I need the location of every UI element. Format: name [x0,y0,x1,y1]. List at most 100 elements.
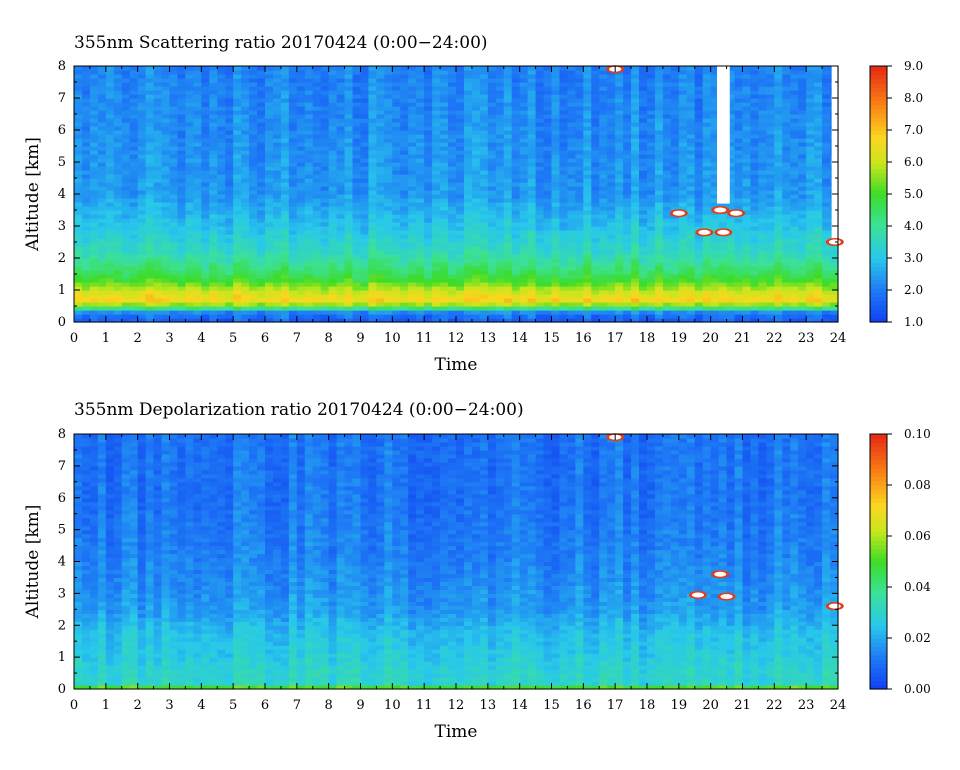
heatmap-cell [249,142,258,147]
heatmap-cell [416,186,425,191]
heatmap-cell [137,130,147,135]
heatmap-cell [623,94,632,99]
heatmap-cell [543,86,553,91]
heatmap-cell [137,182,147,187]
heatmap-cell [241,198,250,203]
heatmap-cell [288,198,298,203]
heatmap-cell [551,158,561,163]
heatmap-cell [113,178,123,183]
heatmap-cell [463,70,473,75]
heatmap-cell [495,310,505,315]
heatmap-cell [249,194,258,199]
heatmap-cell [623,74,632,79]
heatmap-cell [161,278,171,283]
heatmap-cell [288,194,298,199]
heatmap-cell [519,234,529,239]
heatmap-cell [145,138,155,143]
heatmap-cell [400,202,409,207]
heatmap-cell [280,154,290,159]
heatmap-cell [535,306,545,311]
heatmap-cell [225,78,234,83]
heatmap-cell [400,118,409,123]
heatmap-cell [241,134,250,139]
heatmap-cell [654,202,664,207]
heatmap-cell [233,266,242,271]
heatmap-cell [376,190,385,195]
heatmap-cell [448,170,457,175]
heatmap-cell [535,206,545,211]
heatmap-cell [352,178,362,183]
heatmap-cell [265,86,274,91]
heatmap-cell [662,74,672,79]
heatmap-cell [257,94,266,99]
heatmap-cell [647,70,656,75]
heatmap-cell [543,82,553,87]
heatmap-cell [432,130,441,135]
heatmap-cell [384,98,393,103]
heatmap-cell [400,262,409,267]
heatmap-cell [105,194,115,199]
heatmap-cell [662,214,672,219]
heatmap-cell [471,202,481,207]
heatmap-cell [440,90,449,95]
heatmap-cell [272,86,282,91]
heatmap-cell [615,106,624,111]
heatmap-cell [487,126,497,131]
heatmap-cell [304,114,314,119]
heatmap-cell [153,134,163,139]
heatmap-cell [185,98,194,103]
heatmap-cell [631,66,640,71]
heatmap-cell [74,206,83,211]
heatmap-cell [265,186,274,191]
heatmap-cell [352,286,362,291]
heatmap-cell [272,242,282,247]
heatmap-cell [376,114,385,119]
heatmap-cell [193,82,202,87]
heatmap-cell [670,114,680,119]
heatmap-cell [647,98,656,103]
heatmap-cell [105,98,115,103]
heatmap-cell [495,274,505,279]
heatmap-cell [344,290,354,295]
heatmap-cell [352,218,362,223]
heatmap-cell [320,294,330,299]
heatmap-cell [432,270,441,275]
heatmap-cell [599,114,608,119]
heatmap-cell [456,98,465,103]
heatmap-cell [416,146,425,151]
heatmap-cell [424,146,433,151]
heatmap-cell [280,202,290,207]
heatmap-cell [623,82,632,87]
heatmap-cell [328,270,338,275]
heatmap-cell [448,118,457,123]
heatmap-cell [129,282,139,287]
heatmap-cell [495,98,505,103]
heatmap-cell [145,102,155,107]
heatmap-cell [416,262,425,267]
heatmap-cell [113,242,123,247]
heatmap-cell [89,274,99,279]
heatmap-cell [320,266,330,271]
heatmap-cell [209,134,218,139]
heatmap-cell [336,150,346,155]
heatmap-cell [225,226,234,231]
heatmap-cell [654,154,664,159]
heatmap-cell [225,254,234,259]
heatmap-cell [185,290,194,295]
heatmap-cell [662,262,672,267]
heatmap-cell [392,234,401,239]
heatmap-cell [599,90,608,95]
heatmap-cell [209,274,218,279]
heatmap-cell [495,134,505,139]
heatmap-cell [479,78,489,83]
heatmap-cell [527,298,537,303]
heatmap-cell [368,218,378,223]
heatmap-cell [487,114,497,119]
heatmap-cell [265,114,274,119]
heatmap-cell [265,170,274,175]
heatmap-cell [280,166,290,171]
heatmap-cell [615,314,624,319]
heatmap-cell [440,230,449,235]
heatmap-cell [129,182,139,187]
heatmap-cell [105,302,115,307]
